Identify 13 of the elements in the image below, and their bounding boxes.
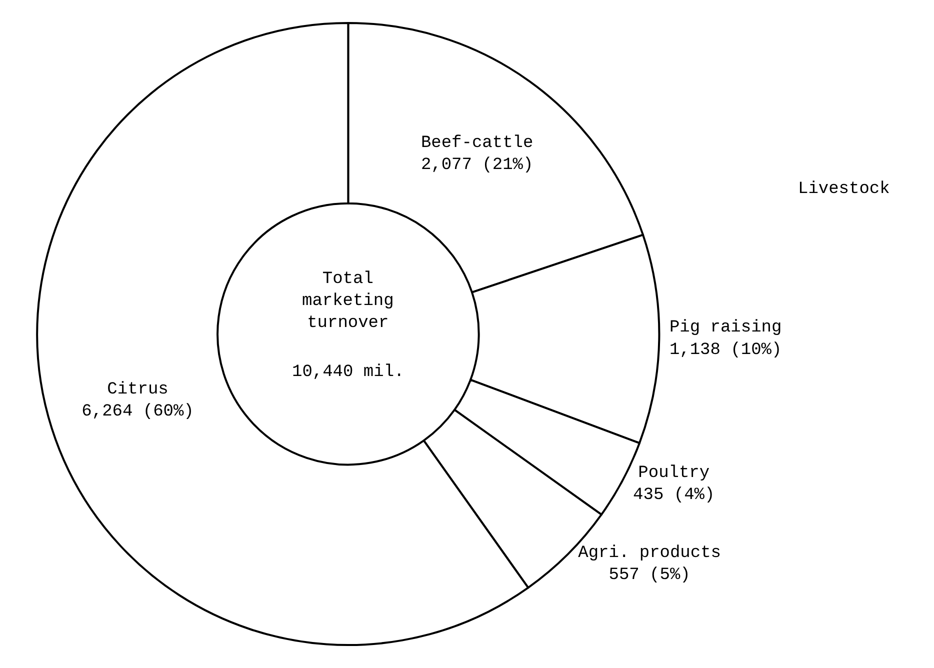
slice-label: Agri. products <box>578 544 721 563</box>
text: Total marketing turnover <box>302 270 394 334</box>
data-label: 6,264 (60%) <box>82 402 194 422</box>
slice-label: Poultry <box>638 464 710 484</box>
data-label: 435 (4%) <box>633 486 715 506</box>
text: Livestock <box>798 180 890 199</box>
data-label: 1,138 (10%) <box>669 340 782 360</box>
slice-label: Pig raising <box>669 318 782 338</box>
slice-label: Citrus <box>107 380 168 400</box>
data-label: 2,077 (21%) <box>420 156 534 176</box>
data-label: 557 (5%) <box>608 566 690 586</box>
slice-label: Beef-cattle <box>420 134 534 154</box>
text: 10,440 mil. <box>292 363 404 382</box>
